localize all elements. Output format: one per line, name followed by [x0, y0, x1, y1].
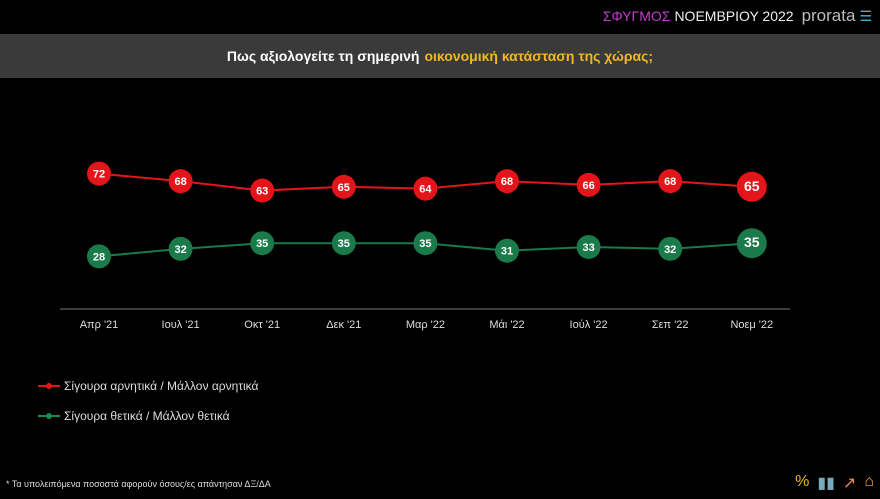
data-label: 72	[93, 169, 105, 181]
x-tick-label: Δεκ '21	[326, 319, 361, 331]
data-point	[658, 236, 683, 261]
x-tick-label: Απρ '21	[80, 319, 119, 331]
data-point	[413, 231, 438, 256]
legend-item-positive: Σίγουρα θετικά / Μάλλον θετικά	[38, 409, 230, 423]
data-point	[87, 244, 111, 269]
growth-chart-icon: ↗	[842, 475, 857, 492]
x-tick-label: Ιούλ '22	[570, 319, 608, 331]
legend-item-negative: Σίγουρα αρνητικά / Μάλλον αρνητικά	[38, 379, 258, 393]
x-tick-label: Μάι '22	[489, 319, 524, 331]
data-label: 35	[338, 238, 350, 250]
data-label: 33	[582, 242, 594, 254]
footer-icons: % ▮▮ ↗ ⌂	[795, 473, 874, 493]
data-point	[250, 178, 275, 203]
legend-marker-red	[38, 383, 60, 389]
data-point	[168, 236, 193, 261]
data-point	[736, 228, 767, 259]
data-label: 68	[501, 176, 513, 188]
title-white: Πως αξιολογείτε τη σημερινή	[226, 48, 420, 64]
percent-icon: %	[795, 473, 810, 490]
data-point	[576, 172, 601, 197]
logo-bars-icon: ☰	[859, 7, 872, 24]
data-label: 66	[582, 180, 594, 192]
data-label: 65	[338, 182, 350, 194]
data-label: 31	[501, 246, 513, 258]
survey-name: ΣΦΥΓΜΟΣ	[602, 8, 671, 24]
data-label: 32	[664, 244, 676, 256]
data-point	[576, 234, 601, 259]
data-point	[495, 169, 519, 194]
brand-header: ΣΦΥΓΜΟΣ ΝΟΕΜΒΡΙΟΥ 2022 prorata ☰	[603, 6, 872, 26]
data-label: 35	[256, 238, 268, 250]
legend-label: Σίγουρα αρνητικά / Μάλλον αρνητικά	[64, 379, 259, 393]
data-label: 32	[174, 244, 186, 256]
data-label: 28	[93, 251, 105, 263]
bar-chart-icon: ▮▮	[817, 475, 835, 492]
legend-marker-green	[38, 413, 60, 419]
data-point	[168, 169, 193, 194]
x-tick-label: Ιουλ '21	[162, 319, 200, 331]
data-label: 68	[664, 176, 676, 188]
x-tick-label: Νοεμ '22	[730, 319, 773, 331]
data-point	[413, 176, 438, 201]
data-point	[331, 174, 356, 199]
data-label: 35	[744, 234, 760, 250]
data-point	[658, 169, 683, 194]
data-point	[736, 171, 767, 202]
data-point	[331, 231, 356, 256]
survey-month: ΝΟΕΜΒΡΙΟΥ 2022	[674, 8, 794, 24]
data-label: 64	[419, 184, 432, 196]
data-label: 35	[419, 238, 431, 250]
footnote: * Τα υπολειπόμενα ποσοστά αφορούν όσους/…	[6, 479, 271, 489]
chart-title: Πως αξιολογείτε τη σημερινή οικονομική κ…	[0, 34, 880, 78]
legend-label: Σίγουρα θετικά / Μάλλον θετικά	[64, 409, 230, 423]
data-label: 63	[256, 186, 268, 198]
house-chart-icon: ⌂	[864, 473, 874, 490]
x-tick-label: Μαρ '22	[406, 319, 445, 331]
data-point	[87, 161, 111, 186]
data-label: 65	[744, 178, 760, 194]
data-point	[495, 238, 519, 263]
title-highlight: οικονομική κατάσταση της χώρας;	[424, 48, 654, 64]
data-label: 68	[174, 176, 186, 188]
logo: prorata	[801, 6, 856, 25]
data-point	[250, 231, 275, 256]
x-tick-label: Οκτ '21	[244, 319, 280, 331]
x-tick-label: Σεπ '22	[652, 319, 689, 331]
